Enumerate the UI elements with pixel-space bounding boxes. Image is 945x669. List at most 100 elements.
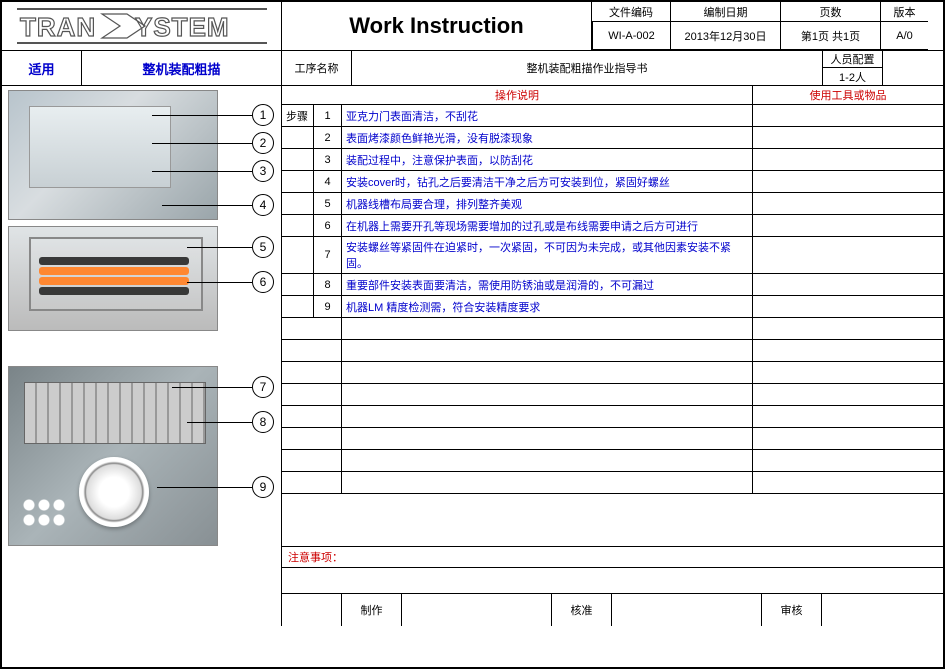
meta-value-page: 第1页 共1页 [780,22,880,50]
step-text: 机器线槽布局要合理，排列整齐美观 [342,193,753,214]
image-panel: 1 2 3 4 5 6 7 8 9 [2,86,282,626]
leader-line [152,171,252,172]
meta-grid: 文件编码 编制日期 页数 版本 WI-A-002 2013年12月30日 第1页… [592,2,943,50]
step-row: 6 在机器上需要开孔等现场需要增加的过孔或是布线需要申请之后方可进行 [282,215,943,237]
callout-7: 7 [252,376,274,398]
step-tool [753,105,943,126]
step-text: 重要部件安装表面要清洁，需使用防锈油或是润滑的，不可漏过 [342,274,753,295]
step-tool [753,127,943,148]
step-number: 6 [314,215,342,236]
step-text: 表面烤漆颜色鲜艳光滑，没有脱漆现象 [342,127,753,148]
meta-label-doc-code: 文件编码 [592,2,670,22]
leader-line [187,282,252,283]
step-row: 8 重要部件安装表面要清洁，需使用防锈油或是润滑的，不可漏过 [282,274,943,296]
step-tool [753,171,943,192]
svg-text:YSTEM: YSTEM [135,12,230,42]
step-header-row: 步骤 1 亚克力门表面清洁，不刮花 [282,105,943,127]
step-number: 3 [314,149,342,170]
leader-line [152,143,252,144]
blank-row [282,450,943,472]
meta-value-date: 2013年12月30日 [670,22,780,50]
notes-label: 注意事项： [282,546,943,568]
leader-line [162,205,252,206]
callout-5: 5 [252,236,274,258]
step-number: 9 [314,296,342,317]
step-number: 5 [314,193,342,214]
work-instruction-page: TRAN YSTEM Work Instruction 文件编码 编制日期 页数… [0,0,945,669]
header-row-1: TRAN YSTEM Work Instruction 文件编码 编制日期 页数… [2,2,943,51]
step-row: 2 表面烤漆颜色鲜艳光滑，没有脱漆现象 [282,127,943,149]
footer-signatures: 制作 核准 审核 [282,594,943,626]
procedure-label: 工序名称 [282,51,352,85]
document-title: Work Instruction [282,2,592,50]
notes-space [282,568,943,594]
step-text: 在机器上需要开孔等现场需要增加的过孔或是布线需要申请之后方可进行 [342,215,753,236]
leader-line [152,115,252,116]
blank-row [282,318,943,340]
apply-value: 整机装配粗描 [82,51,281,85]
blank-row [282,384,943,406]
blank-row [282,362,943,384]
step-tool [753,215,943,236]
footer-verify-label: 核准 [552,594,612,626]
svg-text:TRAN: TRAN [20,12,96,42]
right-panel: 操作说明 使用工具或物品 步骤 1 亚克力门表面清洁，不刮花 2 表面烤漆颜色鲜… [282,86,943,626]
footer-verify-value [612,594,762,626]
step-number: 8 [314,274,342,295]
step-col-label: 步骤 [282,105,314,126]
step-number: 4 [314,171,342,192]
blank-row [282,406,943,428]
blank-row [282,428,943,450]
leader-line [187,422,252,423]
apply-label: 适用 [2,51,82,85]
step-row: 9 机器LM 精度检测需，符合安装精度要求 [282,296,943,318]
callout-1: 1 [252,104,274,126]
blank-row [282,340,943,362]
step-text: 安装螺丝等紧固件在迫紧时，一次紧固，不可因为未完成，或其他因素安装不紧固。 [342,237,753,273]
step-text: 机器LM 精度检测需，符合安装精度要求 [342,296,753,317]
steps-area: 步骤 1 亚克力门表面清洁，不刮花 2 表面烤漆颜色鲜艳光滑，没有脱漆现象 3 … [282,105,943,546]
instruction-header-left: 操作说明 [282,86,753,104]
logo-cell: TRAN YSTEM [2,2,282,50]
footer-make-label: 制作 [342,594,402,626]
step-tool [753,237,943,273]
step-tool [753,149,943,170]
blank-row [282,472,943,494]
header-row-2: 适用 整机装配粗描 工序名称 整机装配粗描作业指导书 人员配置 1-2人 [2,51,943,86]
footer-make-value [402,594,552,626]
meta-label-date: 编制日期 [670,2,780,22]
transystem-logo: TRAN YSTEM [17,6,267,46]
step-row: 7 安装螺丝等紧固件在迫紧时，一次紧固，不可因为未完成，或其他因素安装不紧固。 [282,237,943,274]
step-number: 7 [314,237,342,273]
step-tool [753,274,943,295]
leader-line [157,487,252,488]
meta-value-doc-code: WI-A-002 [592,22,670,50]
step-tool [753,193,943,214]
callout-6: 6 [252,271,274,293]
instruction-header: 操作说明 使用工具或物品 [282,86,943,105]
apply-cell: 适用 整机装配粗描 [2,51,282,85]
callout-4: 4 [252,194,274,216]
callout-9: 9 [252,476,274,498]
step-text: 安装cover时，钻孔之后要清洁干净之后方可安装到位，紧固好螺丝 [342,171,753,192]
callout-3: 3 [252,160,274,182]
footer-review-label: 审核 [762,594,822,626]
personnel-label: 人员配置 [823,51,883,68]
instruction-header-right: 使用工具或物品 [753,86,943,104]
step-text: 亚克力门表面清洁，不刮花 [342,105,753,126]
main-body: 1 2 3 4 5 6 7 8 9 操作说明 使用工具或物品 步骤 1 亚克力门… [2,86,943,626]
procedure-grid: 工序名称 整机装配粗描作业指导书 人员配置 1-2人 [282,51,943,85]
procedure-value: 整机装配粗描作业指导书 [352,51,823,85]
meta-label-page: 页数 [780,2,880,22]
footer-blank [282,594,342,626]
callout-2: 2 [252,132,274,154]
step-text: 装配过程中，注意保护表面，以防刮花 [342,149,753,170]
photo-1-machine-cabinet [8,90,218,220]
footer-review-value [822,594,943,626]
callout-8: 8 [252,411,274,433]
leader-line [172,387,252,388]
step-number: 1 [314,105,342,126]
procedure-blank [883,51,943,85]
step-row: 5 机器线槽布局要合理，排列整齐美观 [282,193,943,215]
photo-2-wiring-tray [8,226,218,331]
